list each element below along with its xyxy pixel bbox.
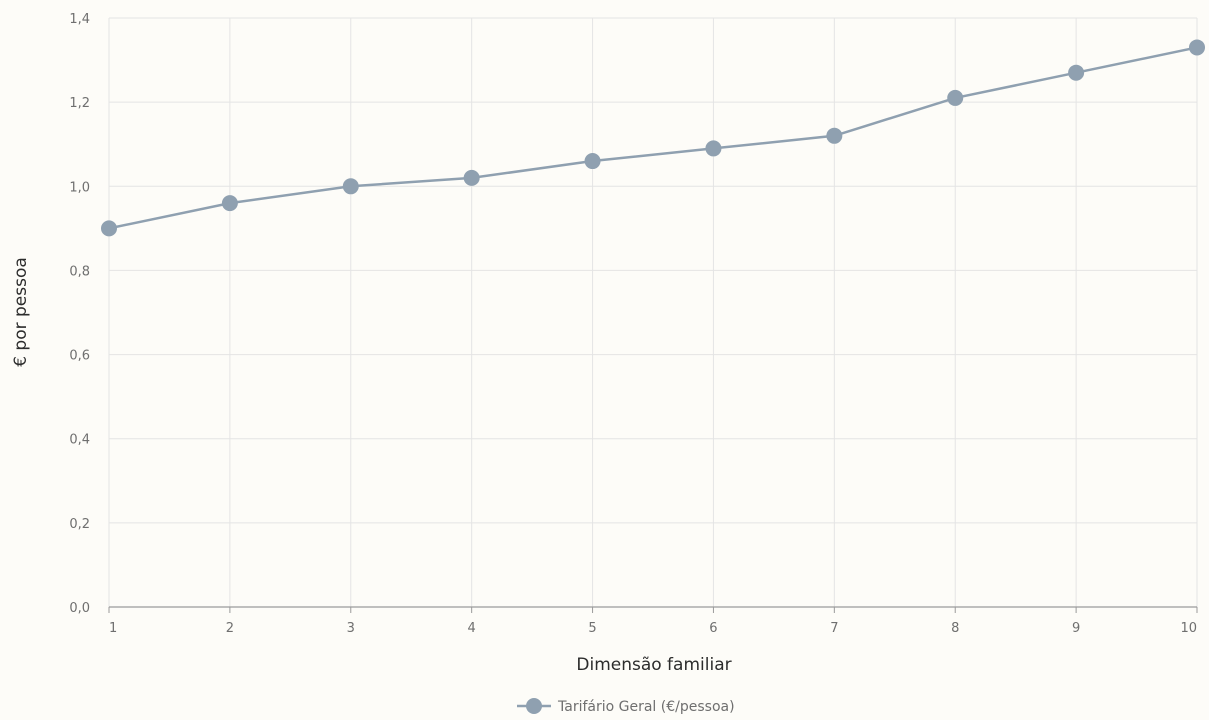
- x-tick-label: 2: [226, 621, 234, 636]
- data-point[interactable]: [463, 169, 480, 186]
- x-tick-label: 7: [830, 621, 838, 636]
- series-line: [108, 46, 1198, 230]
- legend[interactable]: Tarifário Geral (€/pessoa): [517, 698, 735, 715]
- y-tick-label: 0,6: [69, 349, 90, 364]
- legend-marker-icon: [526, 698, 542, 714]
- x-tick-label: 3: [347, 621, 355, 636]
- data-point[interactable]: [705, 140, 722, 157]
- data-point[interactable]: [826, 127, 843, 144]
- data-point[interactable]: [1068, 64, 1085, 81]
- series: [101, 39, 1205, 237]
- data-point[interactable]: [947, 89, 964, 106]
- y-tick-label: 0,0: [69, 601, 90, 616]
- y-tick-label: 1,0: [69, 180, 90, 195]
- data-point[interactable]: [584, 153, 601, 170]
- x-tick-label: 10: [1180, 621, 1197, 636]
- x-tick-label: 1: [109, 621, 117, 636]
- y-tick-label: 0,8: [69, 264, 90, 279]
- x-axis-title: Dimensão familiar: [576, 655, 731, 675]
- y-tick-label: 1,4: [69, 12, 90, 27]
- data-point[interactable]: [342, 178, 359, 195]
- y-tick-label: 1,2: [69, 96, 90, 111]
- x-tick-label: 6: [709, 621, 717, 636]
- y-tick-label: 0,2: [69, 517, 90, 532]
- x-tick-label: 9: [1072, 621, 1080, 636]
- data-point[interactable]: [221, 195, 238, 212]
- x-tick-label: 5: [588, 621, 596, 636]
- data-point[interactable]: [101, 220, 117, 237]
- x-tick-label: 4: [468, 621, 476, 636]
- legend-label: Tarifário Geral (€/pessoa): [557, 699, 735, 715]
- grid: [108, 17, 1198, 607]
- x-tick-label: 8: [951, 621, 959, 636]
- y-axis-title: € por pessoa: [11, 257, 31, 367]
- axes: 0,0 0,2 0,4 0,6 0,8 1,0 1,2 1,4 1 2 3 4 5 6 7 8 9 10: [69, 12, 1198, 636]
- y-tick-label: 0,4: [69, 433, 90, 448]
- data-point[interactable]: [1189, 39, 1205, 56]
